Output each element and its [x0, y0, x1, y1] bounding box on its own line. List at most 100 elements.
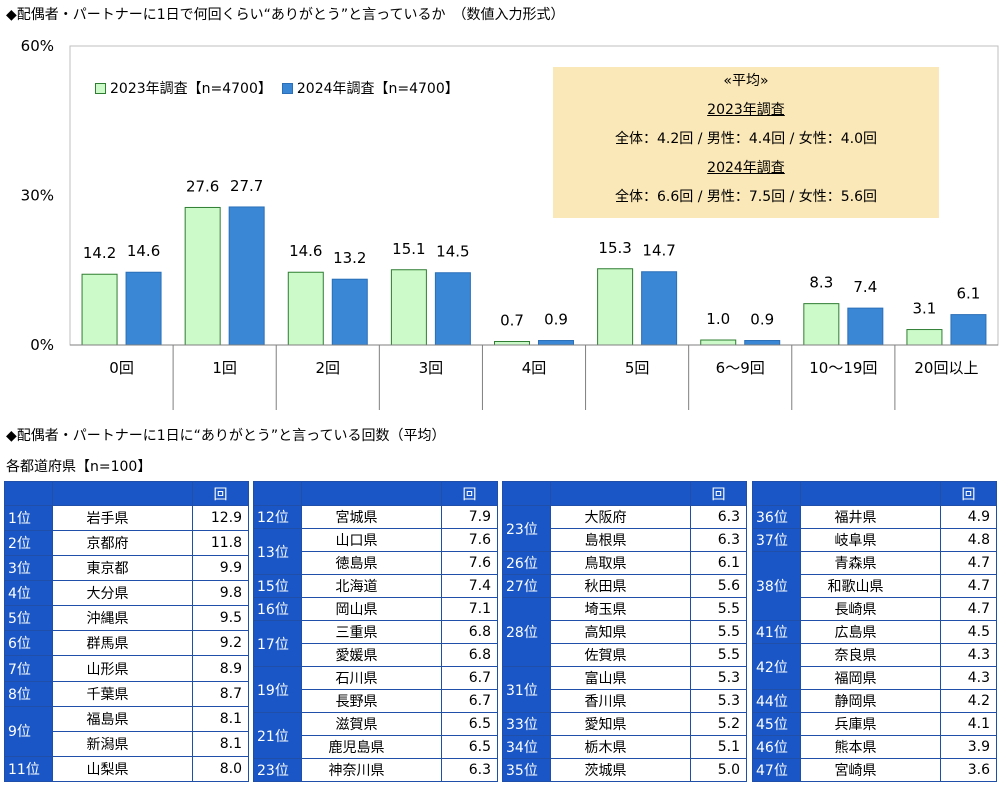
data-label-2023: 15.3 — [598, 239, 631, 257]
table-row: 長崎県 4.7 — [753, 597, 997, 621]
bar-2024 — [950, 314, 987, 346]
prefecture-cell: 長野県 — [301, 689, 442, 713]
prefecture-cell: 長崎県 — [800, 597, 941, 621]
x-tick-label: 3回 — [419, 359, 444, 377]
prefecture-cell: 栃木県 — [550, 735, 691, 759]
data-label-2024: 0.9 — [544, 311, 568, 329]
bar-2024 — [228, 206, 265, 346]
x-tick-label: 6〜9回 — [716, 359, 765, 377]
value-cell: 6.7 — [441, 689, 498, 713]
data-label-2024: 27.7 — [230, 177, 263, 195]
prefecture-cell: 徳島県 — [301, 551, 442, 575]
bar-2024 — [125, 271, 162, 346]
table-row: 島根県 6.3 — [503, 528, 747, 552]
rank-cell: 23位 — [502, 505, 551, 552]
value-cell: 6.5 — [441, 735, 498, 759]
prefecture-cell: 大分県 — [52, 580, 193, 607]
rank-cell: 7位 — [4, 655, 53, 682]
bar-2023 — [494, 341, 530, 346]
prefecture-cell: 沖縄県 — [52, 605, 193, 632]
chart-title: ◆配偶者・パートナーに1日で何回くらい“ありがとう”と言っているか （数値入力形… — [6, 7, 565, 23]
data-label-2023: 14.6 — [289, 242, 322, 260]
prefecture-cell: 和歌山県 — [800, 574, 941, 598]
prefecture-cell: 奈良県 — [800, 643, 941, 667]
x-tick-label: 10〜19回 — [809, 359, 877, 377]
value-cell: 5.5 — [690, 597, 747, 621]
table-header-row: 回 — [502, 481, 747, 506]
table-header-row: 回 — [253, 481, 498, 506]
table-row: 38位 青森県 4.7 — [752, 551, 997, 621]
rank-cell: 9位 — [4, 705, 53, 757]
table-row: 9位 福島県 8.1 — [4, 705, 249, 757]
table-header-cell — [253, 481, 302, 506]
rank-cell: 11位 — [4, 755, 53, 782]
value-cell: 4.7 — [940, 574, 997, 598]
data-label-2024: 7.4 — [853, 278, 877, 296]
table-header-cell — [4, 481, 53, 506]
rank-cell: 47位 — [752, 758, 801, 782]
section-subtitle: 各都道府県【n=100】 — [6, 459, 152, 475]
value-cell: 7.4 — [441, 574, 498, 598]
prefecture-cell: 茨城県 — [550, 758, 691, 782]
table-row: 26位 鳥取県 6.1 — [502, 551, 747, 575]
value-cell: 7.9 — [441, 505, 498, 529]
table-row: 36位 福井県 4.9 — [752, 505, 997, 529]
prefecture-cell: 青森県 — [800, 551, 941, 575]
data-label-2024: 0.9 — [750, 311, 774, 329]
bar-2023 — [803, 303, 840, 346]
rank-cell: 12位 — [253, 505, 302, 529]
prefecture-cell: 岡山県 — [301, 597, 442, 621]
data-label-2024: 14.6 — [127, 242, 160, 260]
ranking-table-1: 回 1位 岩手県 12.9 2位 京都府 11.8 3位 東京都 9.9 4位 大分県 9.8 5位 沖縄県… — [4, 481, 249, 782]
table-row: 鹿児島県 6.5 — [254, 735, 498, 759]
bar-2024 — [847, 307, 884, 346]
rank-cell: 34位 — [502, 735, 551, 759]
bar-chart: 0% 30% 60% 0回 14.2 14.6 1回 27.6 27.7 2回 14.6 13.2 3回… — [21, 37, 999, 410]
rank-cell: 31位 — [502, 666, 551, 713]
rank-cell: 37位 — [752, 528, 801, 552]
value-cell: 5.3 — [690, 666, 747, 690]
prefecture-cell: 島根県 — [550, 528, 691, 552]
table-row: 佐賀県 5.5 — [503, 643, 747, 667]
rank-cell: 36位 — [752, 505, 801, 529]
value-cell: 5.5 — [690, 620, 747, 644]
value-cell: 6.7 — [441, 666, 498, 690]
prefecture-cell: 静岡県 — [800, 689, 941, 713]
rank-cell: 46位 — [752, 735, 801, 759]
table-row: 15位 北海道 7.4 — [253, 574, 498, 598]
table-header-unit: 回 — [940, 481, 997, 506]
prefecture-cell: 愛媛県 — [301, 643, 442, 667]
rank-cell: 44位 — [752, 689, 801, 713]
x-tick-label: 0回 — [109, 359, 134, 377]
value-cell: 8.1 — [192, 705, 249, 732]
prefecture-cell: 鳥取県 — [550, 551, 691, 575]
table-row: 47位 宮崎県 3.6 — [752, 758, 997, 782]
rank-cell: 45位 — [752, 712, 801, 736]
average-2023-text: 全体：4.2回 / 男性：4.4回 / 女性：4.0回 — [614, 131, 878, 147]
prefecture-cell: 大阪府 — [550, 505, 691, 529]
y-tick-label: 0% — [30, 336, 54, 354]
bar-2023 — [700, 339, 737, 346]
data-label-2023: 1.0 — [706, 310, 730, 328]
section-title: ◆配偶者・パートナーに1日に“ありがとう”と言っている回数（平均） — [6, 428, 446, 444]
value-cell: 9.9 — [192, 555, 249, 582]
rank-cell: 13位 — [253, 528, 302, 575]
prefecture-cell: 新潟県 — [52, 730, 193, 757]
prefecture-cell: 鹿児島県 — [301, 735, 442, 759]
bar-2024 — [641, 271, 678, 346]
table-header-cell — [752, 481, 801, 506]
x-tick-label: 5回 — [625, 359, 650, 377]
value-cell: 4.2 — [940, 689, 997, 713]
bar-2024 — [744, 340, 781, 346]
average-2024-label: 2024年調査 — [707, 160, 785, 176]
value-cell: 4.8 — [940, 528, 997, 552]
value-cell: 8.9 — [192, 655, 249, 682]
data-label-2023: 27.6 — [186, 177, 219, 195]
legend-label-2024: 2024年調査【n=4700】 — [296, 81, 459, 97]
value-cell: 4.1 — [940, 712, 997, 736]
data-label-2023: 8.3 — [809, 274, 833, 292]
value-cell: 5.0 — [690, 758, 747, 782]
value-cell: 4.3 — [940, 643, 997, 667]
table-row: 1位 岩手県 12.9 — [4, 504, 249, 532]
ranking-table-4: 回 36位 福井県 4.9 37位 岐阜県 4.8 38位 青森県 4.7 和歌山県 4.7 長崎県 4.… — [752, 481, 997, 782]
